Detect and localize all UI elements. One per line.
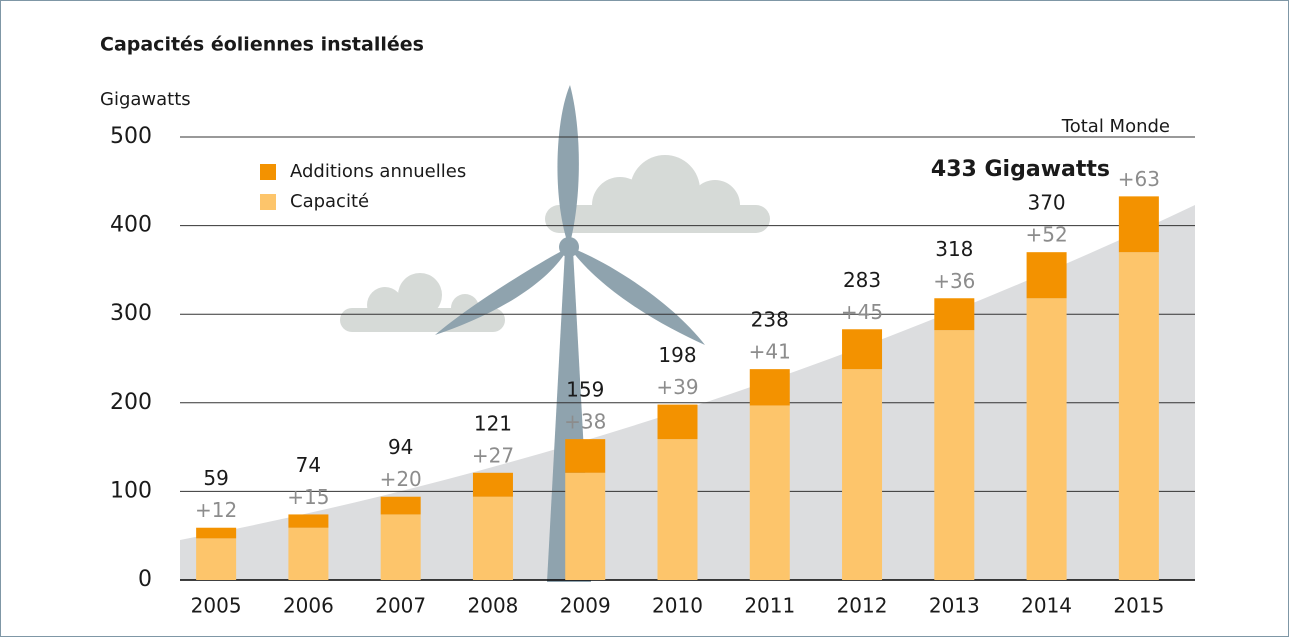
total-label: 318 [935, 237, 973, 261]
x-tick-label: 2013 [929, 594, 980, 618]
bar [657, 404, 698, 440]
y-tick-label: 100 [110, 478, 152, 503]
bar [288, 514, 329, 528]
data-label: +20 [380, 467, 422, 491]
annotation: 433 Gigawatts [931, 157, 1110, 182]
bar [472, 472, 513, 497]
total-label: 370 [1027, 191, 1065, 215]
legend-swatch [260, 164, 276, 180]
data-label: +52 [1025, 223, 1067, 247]
y-tick-label: 500 [110, 124, 152, 149]
y-tick-label: 0 [138, 567, 152, 592]
data-label: +45 [841, 300, 883, 324]
bar [749, 369, 790, 406]
x-tick-label: 2015 [1113, 594, 1164, 618]
total-label: 121 [474, 411, 512, 435]
y-tick-label: 200 [110, 390, 152, 415]
data-label: +36 [933, 269, 975, 293]
bar [1118, 252, 1159, 580]
y-tick-label: 300 [110, 301, 152, 326]
total-label: 74 [296, 453, 321, 477]
bar [1026, 298, 1067, 580]
x-tick-label: 2010 [652, 594, 703, 618]
x-tick-label: 2011 [744, 594, 795, 618]
data-label: +39 [656, 375, 698, 399]
bar [565, 439, 606, 473]
data-label: +15 [287, 485, 329, 509]
x-tick-label: 2014 [1021, 594, 1072, 618]
total-label: 238 [751, 308, 789, 332]
x-tick-label: 2005 [191, 594, 242, 618]
bar [842, 329, 883, 370]
bar [380, 496, 421, 515]
legend-swatch [260, 194, 276, 210]
bar [196, 527, 237, 539]
data-label: +38 [564, 410, 606, 434]
x-tick-label: 2008 [468, 594, 519, 618]
bar [196, 538, 237, 580]
bar [288, 527, 329, 580]
bar [842, 369, 883, 580]
bar [380, 514, 421, 580]
legend-label: Capacité [290, 191, 369, 212]
total-label: 198 [658, 343, 696, 367]
x-tick-label: 2006 [283, 594, 334, 618]
chart-title: Capacités éoliennes installées [100, 34, 424, 56]
x-tick-label: 2009 [560, 594, 611, 618]
x-tick-label: 2007 [375, 594, 426, 618]
bar [472, 496, 513, 580]
bar [1026, 252, 1067, 299]
total-label: 283 [843, 268, 881, 292]
bar [749, 405, 790, 580]
legend-label: Additions annuelles [290, 161, 466, 182]
bar [934, 330, 975, 580]
data-label: +27 [472, 443, 514, 467]
annotation: Total Monde [1061, 116, 1170, 137]
x-tick-label: 2012 [837, 594, 888, 618]
total-label: 94 [388, 435, 413, 459]
y-tick-label: 400 [110, 213, 152, 238]
data-label: +63 [1118, 167, 1160, 191]
data-label: +41 [749, 340, 791, 364]
bar [1118, 196, 1159, 253]
bar [934, 298, 975, 331]
bar [565, 472, 606, 580]
y-axis-label: Gigawatts [100, 89, 191, 110]
total-label: 59 [203, 466, 228, 490]
total-label: 159 [566, 378, 604, 402]
bar [657, 439, 698, 580]
data-label: +12 [195, 498, 237, 522]
